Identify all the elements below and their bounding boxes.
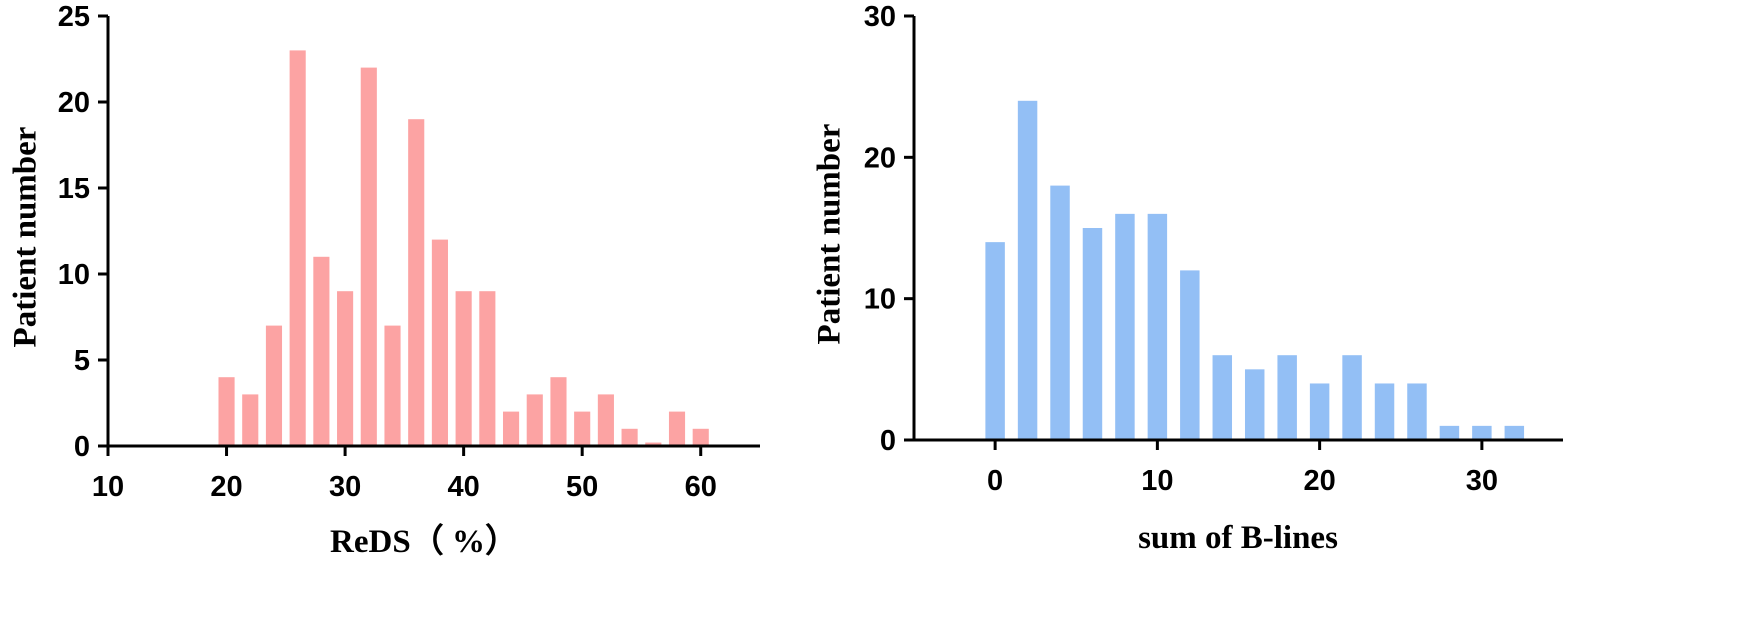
- histogram-b-lines: 0 10 20 30 0 10 20 30 sum of B-lines Patient numb…: [812, 1, 1563, 556]
- histogram-bar: [621, 428, 638, 446]
- histogram-bar: [218, 377, 235, 446]
- histogram-bar: [1309, 383, 1330, 440]
- histogram-bar: [1017, 100, 1038, 441]
- x-axis-title: ReDS（ %）: [330, 523, 518, 560]
- histogram-bar: [360, 67, 377, 446]
- x-tick-label: 10: [1141, 465, 1173, 497]
- histogram-bar: [455, 291, 472, 446]
- histogram-bar: [1115, 213, 1135, 440]
- histogram-bar: [1472, 425, 1492, 440]
- y-tick-label: 20: [58, 87, 90, 119]
- histogram-bar: [1212, 355, 1233, 440]
- histogram-bar: [431, 239, 448, 446]
- histogram-bar: [550, 377, 567, 446]
- histogram-bar: [1082, 228, 1103, 440]
- histogram-bar: [313, 256, 330, 446]
- histogram-bar: [408, 119, 425, 446]
- y-tick-label: 0: [880, 425, 896, 457]
- x-tick-label: 40: [448, 471, 480, 503]
- histogram-bar: [265, 325, 283, 446]
- y-tick-label: 15: [58, 173, 90, 205]
- y-axis-title: Patient number: [8, 127, 44, 348]
- y-tick-label: 20: [864, 142, 896, 174]
- histogram-bar: [645, 442, 662, 446]
- histogram-bar: [242, 394, 259, 446]
- x-tick-label: 30: [329, 471, 361, 503]
- histogram-bar: [692, 428, 709, 446]
- histogram-bar: [289, 50, 306, 447]
- histogram-bar: [574, 411, 591, 446]
- histogram-bar: [1180, 270, 1200, 440]
- x-tick-label: 60: [685, 471, 717, 503]
- histogram-bar: [1407, 383, 1427, 440]
- histogram-bar: [1244, 369, 1265, 440]
- x-tick-label: 10: [92, 471, 124, 503]
- y-axis-title: Patient number: [812, 124, 848, 345]
- y-tick-label: 5: [74, 345, 90, 377]
- histogram-reds: 0 5 10 15 20 25 10 20 30 40 50 60 ReDS（ %） Patient nu…: [8, 1, 760, 560]
- histogram-bar: [384, 325, 401, 446]
- histogram-bar: [1277, 355, 1297, 440]
- x-tick-label: 20: [1303, 465, 1335, 497]
- x-tick-label: 20: [210, 471, 242, 503]
- histogram-bar: [1147, 213, 1168, 440]
- histogram-bar: [985, 242, 1005, 440]
- y-tick-label: 0: [74, 431, 90, 463]
- histogram-bar: [526, 394, 543, 446]
- y-tick-label: 10: [864, 284, 896, 316]
- histogram-bar: [668, 411, 686, 446]
- histogram-bar: [1050, 185, 1070, 440]
- histogram-bar: [1342, 355, 1362, 440]
- x-axis-title: sum of B-lines: [1138, 520, 1338, 556]
- x-tick-label: 50: [566, 471, 598, 503]
- histogram-bar: [1374, 383, 1395, 440]
- x-tick-label: 0: [987, 465, 1003, 497]
- y-tick-label: 25: [58, 1, 90, 33]
- histogram-bar: [1504, 425, 1525, 440]
- histogram-bar: [1439, 425, 1460, 440]
- y-tick-label: 30: [864, 1, 896, 33]
- histogram-bar: [479, 291, 496, 446]
- histogram-bar: [597, 394, 614, 446]
- x-tick-label: 30: [1466, 465, 1498, 497]
- y-tick-label: 10: [58, 259, 90, 291]
- histogram-bar: [502, 411, 520, 446]
- histogram-bar: [337, 291, 354, 446]
